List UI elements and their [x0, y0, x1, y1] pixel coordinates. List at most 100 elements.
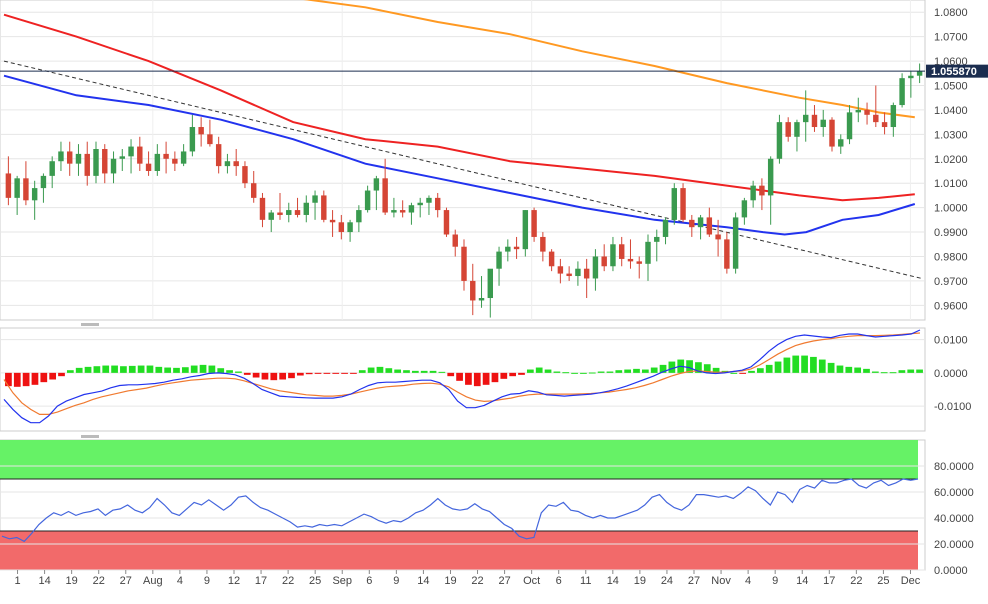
- candlestick: [119, 149, 126, 171]
- candlestick: [794, 119, 800, 152]
- candle-body: [820, 119, 826, 128]
- macd-histogram-bar: [659, 364, 667, 373]
- candlestick: [697, 214, 704, 240]
- macd-histogram-bar: [270, 372, 278, 381]
- trendline: [3, 60, 923, 279]
- candle-body: [303, 202, 310, 215]
- macd-histogram-bar: [120, 366, 127, 373]
- candle-body: [443, 210, 450, 235]
- candle-body: [198, 127, 204, 135]
- candle-body: [215, 144, 222, 167]
- candlestick: [513, 236, 520, 259]
- macd-histogram-bar: [916, 369, 923, 373]
- panel-divider-2: [81, 435, 99, 438]
- macd-histogram-bar: [173, 367, 180, 373]
- candlestick: [645, 234, 651, 281]
- macd-histogram-bar: [845, 366, 853, 373]
- candle-body: [505, 246, 511, 252]
- rsi-grid: [0, 465, 925, 571]
- candle-body: [84, 153, 90, 176]
- price-vertical-grid: [152, 0, 911, 320]
- macd-histogram-bar: [792, 355, 800, 373]
- macd-histogram-bar: [880, 372, 888, 374]
- candlestick: [408, 202, 415, 225]
- candle-body: [732, 217, 739, 269]
- candle-body: [294, 210, 301, 215]
- candle-body: [259, 197, 266, 220]
- macd-histogram-bar: [553, 371, 561, 373]
- macd-histogram-bar: [190, 365, 198, 373]
- macd-histogram-bar: [712, 367, 720, 373]
- candle-body: [636, 261, 642, 264]
- macd-histogram-bar: [686, 360, 693, 373]
- candle-body: [40, 175, 47, 189]
- candlestick: [452, 229, 458, 257]
- candlestick: [373, 175, 380, 211]
- candle-body: [277, 212, 283, 215]
- candle-body: [846, 112, 853, 140]
- macd-histogram-bar: [597, 371, 605, 373]
- rsi-tick-label: 80.0000: [934, 461, 974, 473]
- macd-tick-label: 0.0100: [934, 335, 968, 347]
- macd-histogram-bar: [243, 372, 251, 375]
- macd-histogram-bar: [695, 362, 702, 373]
- candle-body: [207, 134, 213, 145]
- macd-histogram-bar: [420, 370, 428, 373]
- macd-histogram-bar: [783, 357, 791, 373]
- x-tick-label: 14: [38, 575, 50, 587]
- candlestick: [14, 175, 20, 215]
- macd-histogram-bar: [907, 369, 915, 373]
- macd-histogram-bar: [296, 372, 304, 376]
- price-tick-label: 1.0500: [934, 80, 968, 92]
- candlestick: [268, 210, 274, 233]
- candle-body: [583, 268, 590, 279]
- candle-body: [312, 195, 318, 203]
- macd-histogram-bar: [571, 372, 578, 374]
- macd-histogram-bar: [261, 372, 269, 380]
- x-tick-label: 6: [556, 575, 562, 587]
- candle-body: [163, 153, 169, 159]
- x-tick-label: 17: [255, 575, 267, 587]
- x-axis: 1 14 19 22 27 Aug 4 9 12 17 22 25 Sep 6 9 14 19 22 27 Oct 6 1…: [14, 570, 921, 587]
- candle-body: [382, 178, 388, 213]
- macd-histogram-bar: [111, 365, 118, 373]
- candle-body: [347, 222, 353, 233]
- candlestick: [75, 144, 82, 176]
- candle-body: [689, 219, 695, 228]
- candle-body: [864, 109, 870, 115]
- candlestick: [601, 244, 607, 272]
- candle-body: [767, 158, 774, 196]
- candlestick: [277, 192, 283, 220]
- candlestick: [689, 214, 695, 237]
- candlestick: [610, 236, 616, 272]
- rsi-tick-label: 60.0000: [934, 487, 974, 499]
- candlestick: [303, 195, 310, 223]
- macd-histogram-bar: [730, 372, 738, 374]
- resize-handle-1[interactable]: [81, 323, 99, 326]
- macd-histogram-bar: [75, 367, 83, 373]
- macd-histogram-bar: [535, 367, 543, 373]
- candle-body: [855, 109, 862, 113]
- macd-histogram-bar: [226, 370, 233, 373]
- macd-histogram-bar: [438, 371, 446, 373]
- candlestick: [916, 63, 923, 84]
- macd-histogram-bar: [473, 372, 481, 387]
- candle-body: [14, 178, 20, 198]
- macd-histogram-bar: [491, 372, 499, 383]
- resize-handle-2[interactable]: [81, 435, 99, 438]
- candle-body: [452, 234, 458, 247]
- candle-body: [356, 210, 362, 223]
- candle-body: [180, 151, 187, 164]
- candlestick: [172, 151, 178, 171]
- candlestick: [838, 134, 844, 154]
- candle-body: [461, 246, 467, 281]
- x-tick-label: 11: [580, 575, 591, 587]
- macd-histogram-bar: [31, 372, 39, 385]
- candle-body: [5, 173, 12, 198]
- macd-histogram-bar: [447, 372, 455, 377]
- price-tick-label: 1.0800: [934, 7, 968, 19]
- candlestick: [680, 183, 686, 223]
- candlestick: [250, 170, 257, 203]
- candlestick: [855, 97, 862, 123]
